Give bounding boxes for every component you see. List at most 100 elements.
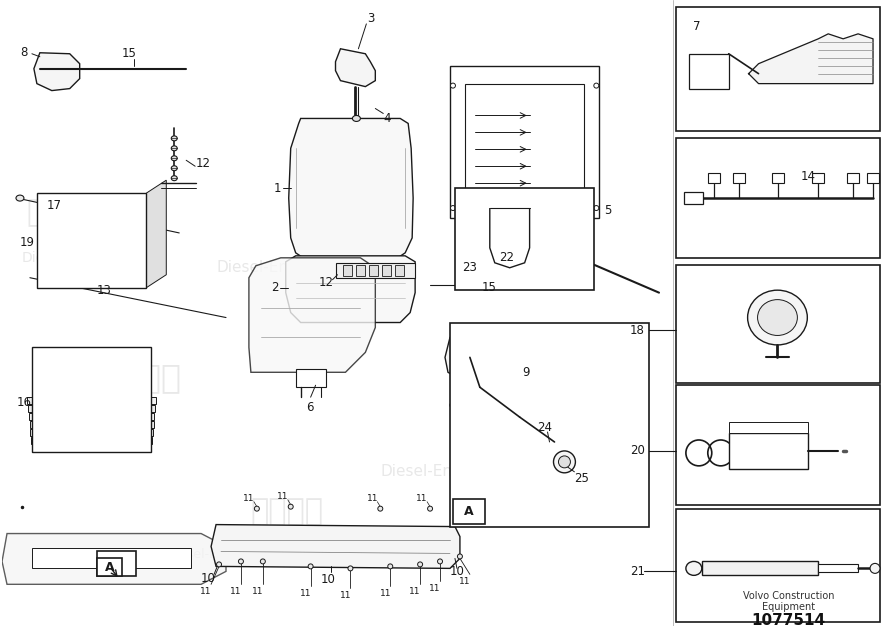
Bar bbox=[729, 433, 808, 469]
Bar bbox=[28, 405, 155, 412]
Bar bbox=[676, 138, 880, 258]
Ellipse shape bbox=[450, 206, 456, 211]
Bar bbox=[708, 173, 720, 183]
Ellipse shape bbox=[748, 290, 807, 345]
Bar bbox=[36, 282, 146, 287]
Ellipse shape bbox=[171, 175, 177, 181]
Text: 12: 12 bbox=[319, 276, 334, 289]
Text: 紫发动力: 紫发动力 bbox=[470, 405, 554, 439]
Text: 13: 13 bbox=[97, 284, 111, 297]
Bar bbox=[453, 499, 485, 523]
Bar bbox=[356, 265, 366, 276]
Ellipse shape bbox=[171, 136, 177, 141]
Polygon shape bbox=[336, 49, 376, 87]
Text: 动力: 动力 bbox=[490, 246, 533, 280]
Ellipse shape bbox=[450, 401, 460, 409]
Bar bbox=[36, 254, 146, 260]
Text: Diesel-Engines: Diesel-Engines bbox=[166, 548, 259, 561]
Text: Diesel-Engines: Diesel-Engines bbox=[22, 251, 124, 265]
Bar bbox=[336, 263, 415, 278]
Ellipse shape bbox=[457, 554, 463, 559]
Text: 12: 12 bbox=[196, 157, 211, 170]
Ellipse shape bbox=[308, 564, 313, 569]
Polygon shape bbox=[2, 533, 226, 584]
Text: Diesel-Engines: Diesel-Engines bbox=[380, 464, 493, 479]
Polygon shape bbox=[748, 34, 873, 84]
Text: 6: 6 bbox=[305, 401, 313, 414]
Bar bbox=[32, 548, 191, 569]
Ellipse shape bbox=[757, 299, 797, 335]
Text: 11: 11 bbox=[252, 587, 263, 596]
Text: 11: 11 bbox=[459, 577, 471, 586]
Text: 7: 7 bbox=[692, 20, 700, 33]
Text: 16: 16 bbox=[17, 396, 32, 409]
Bar bbox=[30, 429, 153, 436]
Text: Diesel-Engines: Diesel-Engines bbox=[216, 260, 329, 276]
Text: 11: 11 bbox=[277, 493, 288, 501]
Bar bbox=[31, 437, 152, 444]
Text: 紫发: 紫发 bbox=[490, 206, 533, 240]
Text: 1077514: 1077514 bbox=[751, 613, 826, 628]
Text: 2: 2 bbox=[271, 281, 279, 294]
Text: 4: 4 bbox=[384, 112, 391, 125]
Text: 22: 22 bbox=[498, 252, 514, 264]
Ellipse shape bbox=[559, 456, 570, 468]
Ellipse shape bbox=[171, 146, 177, 151]
Ellipse shape bbox=[486, 379, 494, 386]
Ellipse shape bbox=[171, 165, 177, 170]
Text: 11: 11 bbox=[243, 494, 255, 503]
Bar bbox=[689, 53, 729, 89]
Text: 17: 17 bbox=[47, 199, 61, 211]
Bar bbox=[732, 173, 745, 183]
Ellipse shape bbox=[438, 559, 442, 564]
Text: 25: 25 bbox=[574, 472, 589, 486]
Bar bbox=[97, 552, 136, 576]
Bar bbox=[729, 433, 808, 469]
Ellipse shape bbox=[171, 156, 177, 161]
Polygon shape bbox=[146, 180, 166, 287]
Bar bbox=[36, 247, 146, 253]
Text: 3: 3 bbox=[368, 13, 375, 25]
Text: 19: 19 bbox=[20, 237, 35, 249]
Bar bbox=[369, 265, 378, 276]
Text: 紫发动力: 紫发动力 bbox=[251, 497, 324, 526]
Ellipse shape bbox=[489, 252, 495, 260]
Text: 11: 11 bbox=[200, 587, 212, 596]
Bar bbox=[36, 275, 146, 281]
Bar bbox=[676, 265, 880, 383]
Ellipse shape bbox=[450, 83, 456, 88]
Text: 5: 5 bbox=[604, 204, 611, 216]
Ellipse shape bbox=[288, 504, 293, 509]
Bar bbox=[383, 265, 392, 276]
Text: 11: 11 bbox=[429, 584, 441, 593]
Text: Volvo Construction: Volvo Construction bbox=[742, 591, 834, 601]
Text: 15: 15 bbox=[481, 281, 497, 294]
Bar bbox=[29, 421, 154, 428]
Bar bbox=[465, 84, 585, 205]
Ellipse shape bbox=[239, 559, 244, 564]
Text: 9: 9 bbox=[522, 366, 530, 379]
Ellipse shape bbox=[352, 116, 360, 121]
Bar bbox=[847, 173, 859, 183]
Text: 24: 24 bbox=[538, 421, 553, 433]
Text: A: A bbox=[105, 561, 114, 574]
Ellipse shape bbox=[870, 564, 880, 574]
Ellipse shape bbox=[594, 83, 599, 88]
Text: 11: 11 bbox=[367, 494, 378, 503]
Text: 紫发: 紫发 bbox=[539, 74, 576, 103]
Polygon shape bbox=[249, 258, 376, 372]
Bar bbox=[32, 445, 151, 452]
Text: 20: 20 bbox=[630, 445, 645, 457]
Text: 10: 10 bbox=[320, 573, 336, 586]
Ellipse shape bbox=[594, 206, 599, 211]
Text: 动力: 动力 bbox=[539, 109, 576, 138]
Bar bbox=[36, 193, 146, 287]
Text: 10: 10 bbox=[201, 572, 216, 585]
Text: 10: 10 bbox=[450, 565, 465, 578]
Bar bbox=[395, 265, 404, 276]
Text: 15: 15 bbox=[122, 47, 136, 60]
Bar bbox=[676, 509, 880, 622]
Bar bbox=[36, 261, 146, 267]
Ellipse shape bbox=[388, 564, 392, 569]
Polygon shape bbox=[288, 118, 413, 263]
